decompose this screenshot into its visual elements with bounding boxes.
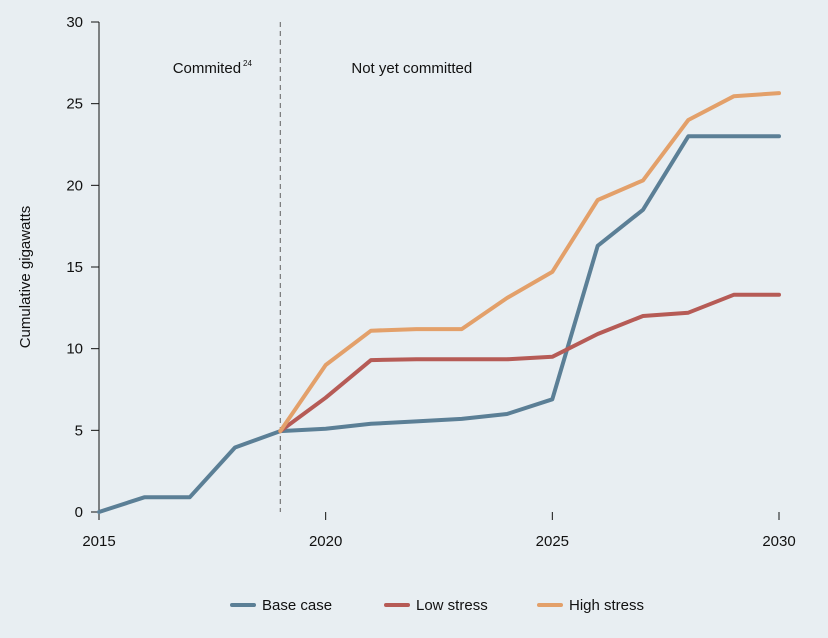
series-line-base-case	[97, 134, 781, 514]
y-tick-label: 15	[66, 259, 83, 276]
y-axis-title: Cumulative gigawatts	[17, 206, 34, 349]
legend-item-base-case: Base case	[230, 597, 332, 614]
region-annotation: Not yet committed	[351, 60, 472, 77]
legend-item-low-stress: Low stress	[384, 597, 488, 614]
y-tick-label: 20	[66, 177, 83, 194]
y-tick-label: 0	[75, 504, 83, 521]
y-tick-label: 25	[66, 96, 83, 113]
series-line-high-stress	[278, 91, 781, 434]
legend: Base case Low stress High stress	[230, 597, 644, 614]
x-tick-label: 2025	[536, 533, 569, 550]
legend-label: Base case	[262, 597, 332, 614]
x-tick-label: 2030	[762, 533, 795, 550]
x-ticks: 2015 2020 2025 2030	[82, 512, 796, 550]
y-ticks: 0 5 10 15 20 25 30	[66, 14, 99, 521]
region-annotation-label: Commited	[173, 60, 241, 77]
region-annotations: Commited 24 Not yet committed	[173, 59, 473, 77]
legend-label: Low stress	[416, 597, 488, 614]
x-tick-label: 2015	[82, 533, 115, 550]
region-annotation: Commited 24	[173, 59, 253, 77]
legend-item-high-stress: High stress	[537, 597, 644, 614]
x-tick-label: 2020	[309, 533, 342, 550]
y-tick-label: 5	[75, 422, 83, 439]
series-line-low-stress	[278, 292, 781, 434]
series-layer	[97, 91, 781, 514]
y-tick-label: 10	[66, 341, 83, 358]
y-tick-label: 30	[66, 14, 83, 31]
region-annotation-label: Not yet committed	[351, 60, 472, 77]
region-annotation-superscript: 24	[243, 59, 252, 68]
legend-label: High stress	[569, 597, 644, 614]
